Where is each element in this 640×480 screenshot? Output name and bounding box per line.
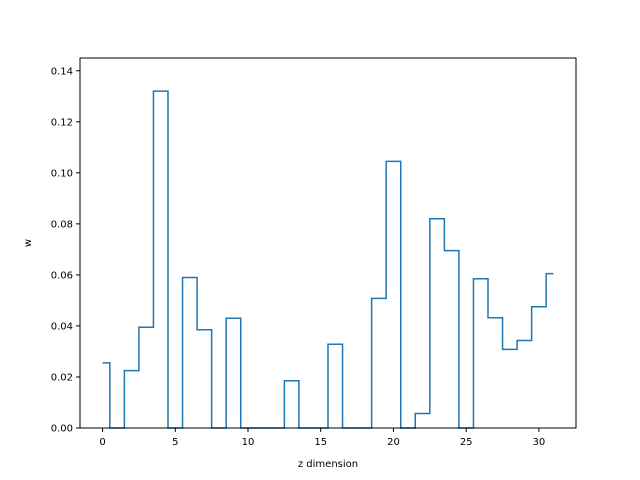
x-tick-label: 20 — [387, 437, 400, 448]
plot-frame — [79, 57, 577, 429]
x-tick-label: 30 — [533, 437, 546, 448]
x-tick-label: 25 — [460, 437, 473, 448]
y-tick-label: 0.06 — [51, 270, 73, 281]
y-tick-label: 0.14 — [51, 66, 73, 77]
plot-layer — [102, 90, 554, 429]
y-tick-label: 0.00 — [51, 424, 73, 435]
x-tick-label: 0 — [99, 437, 105, 448]
x-axis-label: z dimension — [298, 459, 358, 470]
y-tick-label: 0.08 — [51, 219, 73, 230]
y-tick-label: 0.12 — [51, 117, 73, 128]
y-tick-label: 0.02 — [51, 372, 73, 383]
series-line — [102, 90, 554, 429]
x-axis-ticks: 0 5 10 15 20 25 30 — [99, 428, 545, 448]
y-tick-label: 0.04 — [51, 321, 73, 332]
y-axis-ticks: 0.00 0.02 0.04 0.06 0.08 0.10 0.12 0.14 — [51, 66, 80, 435]
y-axis-label: w — [23, 239, 34, 247]
x-tick-label: 5 — [172, 437, 178, 448]
x-tick-label: 15 — [314, 437, 327, 448]
y-tick-label: 0.10 — [51, 168, 73, 179]
x-tick-label: 10 — [242, 437, 255, 448]
